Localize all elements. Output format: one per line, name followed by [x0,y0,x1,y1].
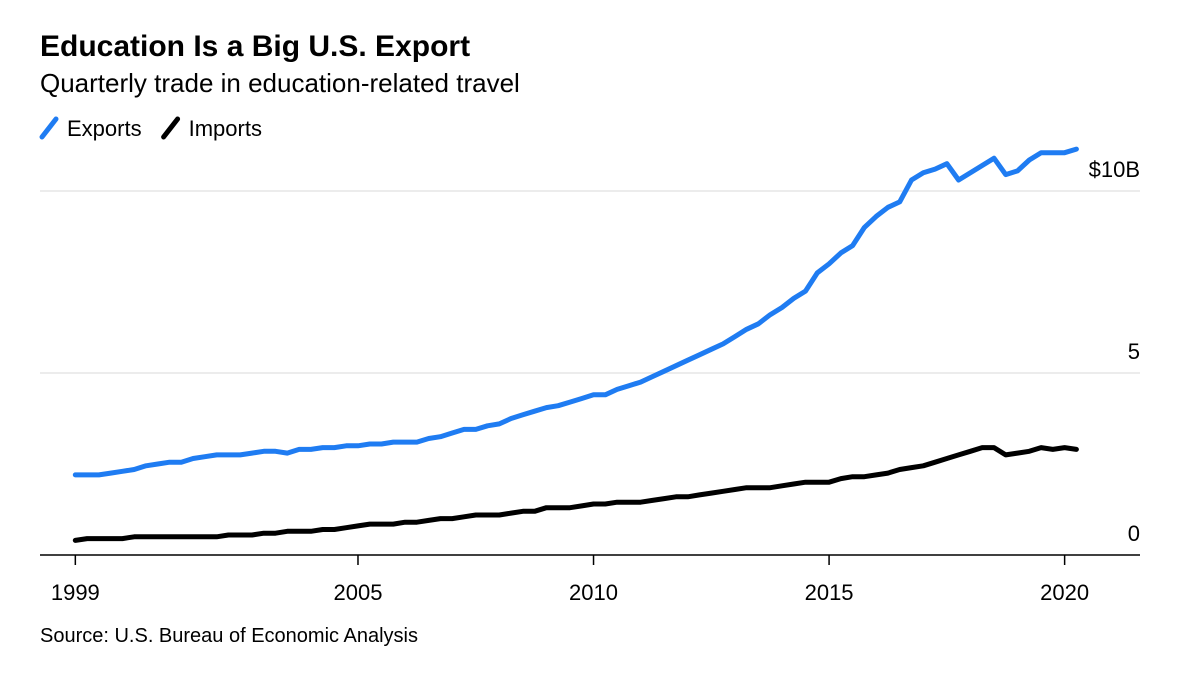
y-tick-label: $10B [1089,157,1140,182]
x-tick-label: 2020 [1040,580,1089,605]
x-tick-label: 1999 [51,580,100,605]
legend-swatch [39,116,59,140]
chart-subtitle: Quarterly trade in education-related tra… [40,68,520,98]
series-line [72,445,1079,543]
y-tick-label: 0 [1128,521,1140,546]
y-tick-label: 5 [1128,339,1140,364]
legend-swatch [161,116,181,140]
x-tick-label: 2010 [569,580,618,605]
chart-title: Education Is a Big U.S. Export [40,30,470,63]
x-tick-label: 2015 [805,580,854,605]
legend-label: Exports [67,116,142,141]
legend-label: Imports [189,116,262,141]
series-line [72,146,1079,478]
source: Source: U.S. Bureau of Economic Analysis [40,625,418,647]
x-tick-label: 2005 [334,580,383,605]
